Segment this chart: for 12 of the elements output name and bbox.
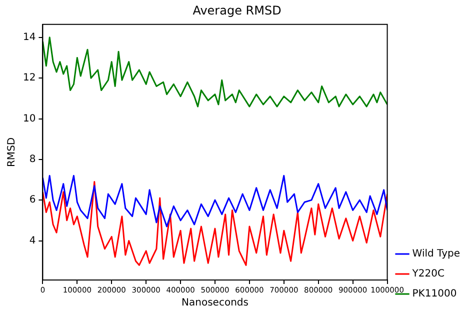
y-tick-label: 6	[29, 194, 36, 206]
y-axis-title: RMSD	[6, 137, 18, 168]
y-tick-label: 4	[29, 235, 36, 246]
y-tick-label: 12	[22, 72, 36, 84]
y-tick-label: 14	[22, 32, 36, 44]
x-axis-title: Nanoseconds	[182, 298, 248, 309]
legend-label: PK11000	[412, 288, 457, 300]
chart-title: Average RMSD	[192, 3, 282, 18]
legend-label: Wild Type	[412, 248, 460, 260]
y-tick-label: 8	[29, 154, 36, 166]
legend-label: Y220C	[411, 268, 444, 280]
y-tick-label: 10	[22, 113, 36, 124]
